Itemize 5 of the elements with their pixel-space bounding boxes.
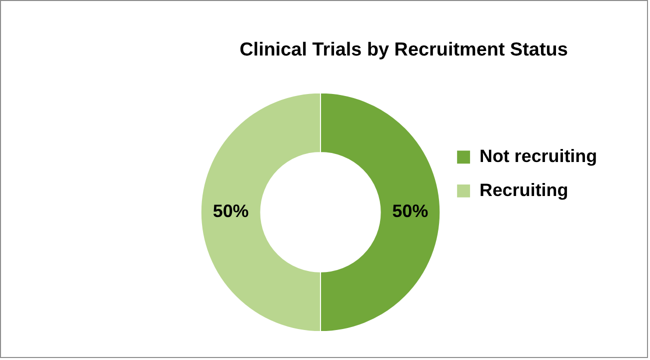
data-label: 50% xyxy=(212,201,249,222)
data-label: 50% xyxy=(392,201,428,222)
chart-title: Clinical Trials by Recruitment Status xyxy=(240,39,568,60)
legend-label: Recruiting xyxy=(480,180,568,200)
legend-label: Not recruiting xyxy=(480,146,598,166)
